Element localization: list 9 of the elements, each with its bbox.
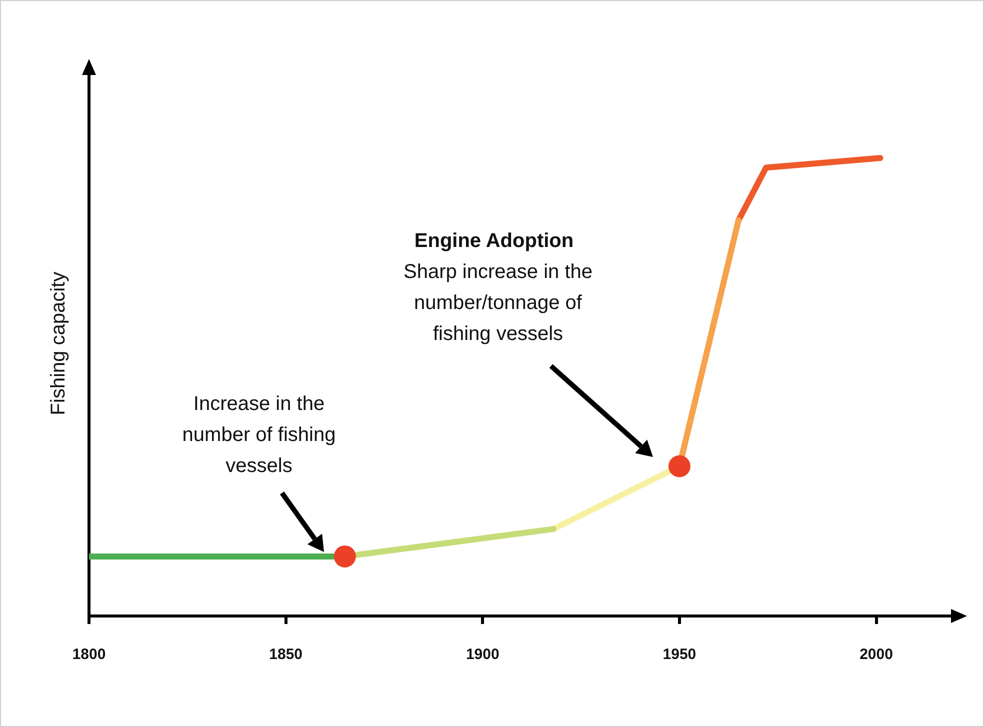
x-tick-label: 1950: [662, 646, 696, 664]
annotation: Increase in the number of fishing vessels: [182, 392, 336, 479]
x-tick-label: 1850: [269, 646, 303, 664]
x-tick-label: 1900: [466, 646, 500, 664]
x-tick-label: 2000: [860, 646, 893, 664]
y-axis-title: Fishing capacity: [48, 272, 70, 416]
annotation: Engine Adoption: [414, 229, 574, 254]
x-tick-label: 1800: [72, 646, 106, 664]
annotation: Sharp increase in the number/tonnage of fishing vessels: [403, 260, 593, 347]
